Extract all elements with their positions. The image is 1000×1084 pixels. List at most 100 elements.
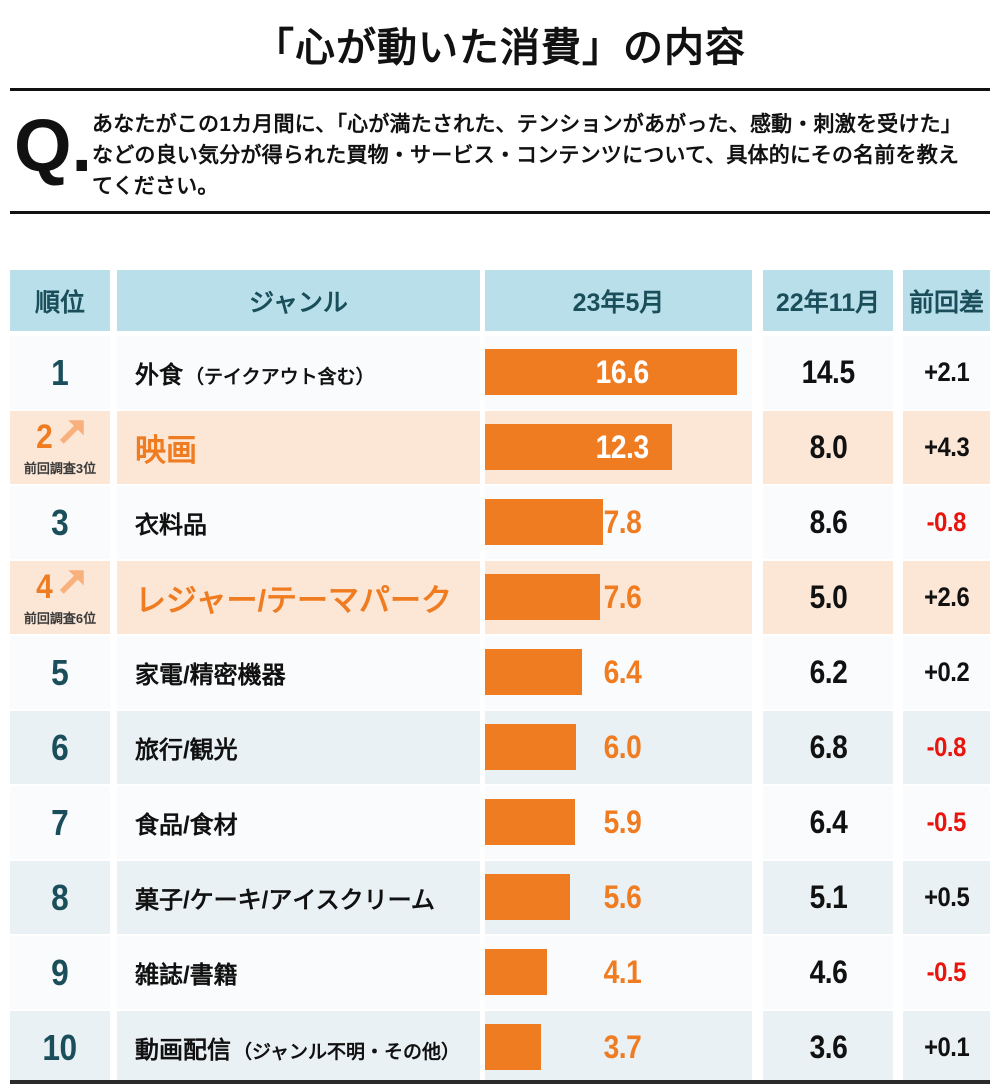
- bar-value-label: 7.8: [590, 486, 654, 559]
- header-genre: ジャンル: [117, 270, 480, 331]
- diff-cell: -0.8: [903, 711, 990, 784]
- value-bar: [485, 424, 672, 470]
- header-rank: 順位: [10, 270, 110, 331]
- value-bar: [485, 799, 575, 845]
- header-may23: 23年5月: [485, 270, 752, 331]
- genre-note: （ジャンル不明・その他）: [233, 1042, 461, 1063]
- nov22-number: 14.5: [801, 354, 855, 390]
- diff-value: +0.5: [921, 882, 972, 913]
- diff-value: -0.8: [924, 732, 969, 763]
- rank-number: 10: [40, 1027, 79, 1069]
- genre-cell: レジャー/テーマパーク: [117, 561, 480, 634]
- diff-number: +4.3: [923, 432, 970, 462]
- rank-main: 4: [35, 568, 84, 607]
- rank-number-value: 1: [51, 351, 69, 393]
- genre-label: レジャー/テーマパーク: [135, 583, 453, 618]
- question-section: Q. あなたがこの1カ月間に、「心が満たされた、テンションがあがった、感動・刺激…: [0, 91, 1000, 211]
- diff-cell: +2.6: [903, 561, 990, 634]
- bar-value-label: 5.6: [590, 861, 654, 934]
- genre-cell: 旅行/観光: [117, 711, 480, 784]
- bar-value-number: 7.8: [603, 504, 641, 540]
- value-bar: [485, 949, 547, 995]
- rank-cell: 9: [10, 936, 110, 1009]
- nov22-number: 3.6: [809, 1029, 847, 1065]
- rank-main: 2: [35, 418, 84, 457]
- genre-label: 映画: [135, 433, 197, 468]
- nov22-cell: 6.8: [763, 711, 893, 784]
- rank-number: 5: [50, 652, 70, 694]
- rank-with-arrow: 4 前回調査6位: [24, 568, 96, 627]
- table-row: 10 動画配信 （ジャンル不明・その他） 3.7 3.6 +0.1: [10, 1011, 990, 1084]
- nov22-value: 4.6: [807, 954, 850, 991]
- genre-cell: 動画配信 （ジャンル不明・その他）: [117, 1011, 480, 1084]
- rank-up-arrow-icon: [59, 569, 84, 594]
- nov22-value: 5.1: [807, 879, 850, 916]
- diff-value: +0.1: [921, 1032, 972, 1063]
- rank-number: 4: [35, 568, 53, 607]
- nov22-number: 4.6: [809, 954, 847, 990]
- nov22-cell: 14.5: [763, 336, 893, 409]
- bar-cell: 7.8: [485, 486, 752, 559]
- diff-cell: +0.1: [903, 1011, 990, 1084]
- rank-number-value: 7: [51, 801, 69, 843]
- previous-rank-note: 前回調査3位: [23, 461, 97, 476]
- nov22-cell: 4.6: [763, 936, 893, 1009]
- genre-cell: 食品/食材: [117, 786, 480, 859]
- rank-number: 9: [50, 952, 70, 994]
- genre-cell: 映画: [117, 411, 480, 484]
- value-bar: [485, 349, 737, 395]
- rank-number-value: 4: [36, 568, 53, 606]
- rank-number: 7: [50, 802, 70, 844]
- table-header-row: 順位 ジャンル 23年5月 22年11月 前回差: [10, 270, 990, 331]
- rank-cell: 5: [10, 636, 110, 709]
- bar-value-number: 4.1: [603, 954, 641, 990]
- bottom-divider: [10, 1080, 990, 1084]
- rank-number: 8: [50, 877, 70, 919]
- nov22-number: 8.6: [809, 504, 847, 540]
- diff-number: -0.5: [926, 807, 967, 837]
- genre-label: 衣料品: [135, 512, 207, 539]
- nov22-value: 5.0: [807, 579, 850, 616]
- diff-number: +2.1: [923, 357, 970, 387]
- bar-value-number: 16.6: [595, 354, 649, 390]
- bar-value-number: 12.3: [595, 429, 649, 465]
- diff-number: +2.6: [923, 582, 970, 612]
- nov22-value: 6.2: [807, 654, 850, 691]
- diff-value: +2.1: [921, 357, 972, 388]
- value-bar: [485, 499, 603, 545]
- diff-cell: +0.2: [903, 636, 990, 709]
- table-row: 8 菓子/ケーキ/アイスクリーム 5.6 5.1 +0.5: [10, 861, 990, 934]
- rank-cell: 10: [10, 1011, 110, 1084]
- bar-cell: 6.0: [485, 711, 752, 784]
- genre-label: 家電/精密機器: [135, 662, 286, 689]
- nov22-value: 6.8: [807, 729, 850, 766]
- value-bar: [485, 874, 570, 920]
- rank-with-arrow: 2 前回調査3位: [24, 418, 96, 477]
- nov22-value: 6.4: [807, 804, 850, 841]
- bar-value-label: 12.3: [590, 411, 654, 484]
- page-title: 「心が動いた消費」の内容: [254, 26, 746, 70]
- rank-number-value: 8: [51, 876, 69, 918]
- bar-value-label: 16.6: [590, 336, 654, 409]
- rank-number-value: 9: [51, 951, 69, 993]
- genre-cell: 菓子/ケーキ/アイスクリーム: [117, 861, 480, 934]
- diff-cell: -0.5: [903, 936, 990, 1009]
- genre-cell: 雑誌/書籍: [117, 936, 480, 1009]
- bar-value-label: 6.0: [590, 711, 654, 784]
- nov22-value: 3.6: [807, 1029, 850, 1066]
- bar-cell: 7.6: [485, 561, 752, 634]
- header-diff: 前回差: [903, 270, 990, 331]
- diff-cell: +4.3: [903, 411, 990, 484]
- nov22-cell: 8.6: [763, 486, 893, 559]
- rank-number: 2: [35, 418, 53, 457]
- table-row: 9 雑誌/書籍 4.1 4.6 -0.5: [10, 936, 990, 1009]
- nov22-number: 6.4: [809, 804, 847, 840]
- bar-value-label: 4.1: [590, 936, 654, 1009]
- genre-cell: 外食 （テイクアウト含む）: [117, 336, 480, 409]
- rank-cell: 4 前回調査6位: [10, 561, 110, 634]
- diff-value: -0.5: [924, 957, 969, 988]
- rank-up-arrow-icon: [59, 419, 84, 444]
- bar-value-label: 3.7: [590, 1011, 654, 1084]
- header-nov22: 22年11月: [763, 270, 893, 331]
- rank-number: 1: [50, 352, 70, 394]
